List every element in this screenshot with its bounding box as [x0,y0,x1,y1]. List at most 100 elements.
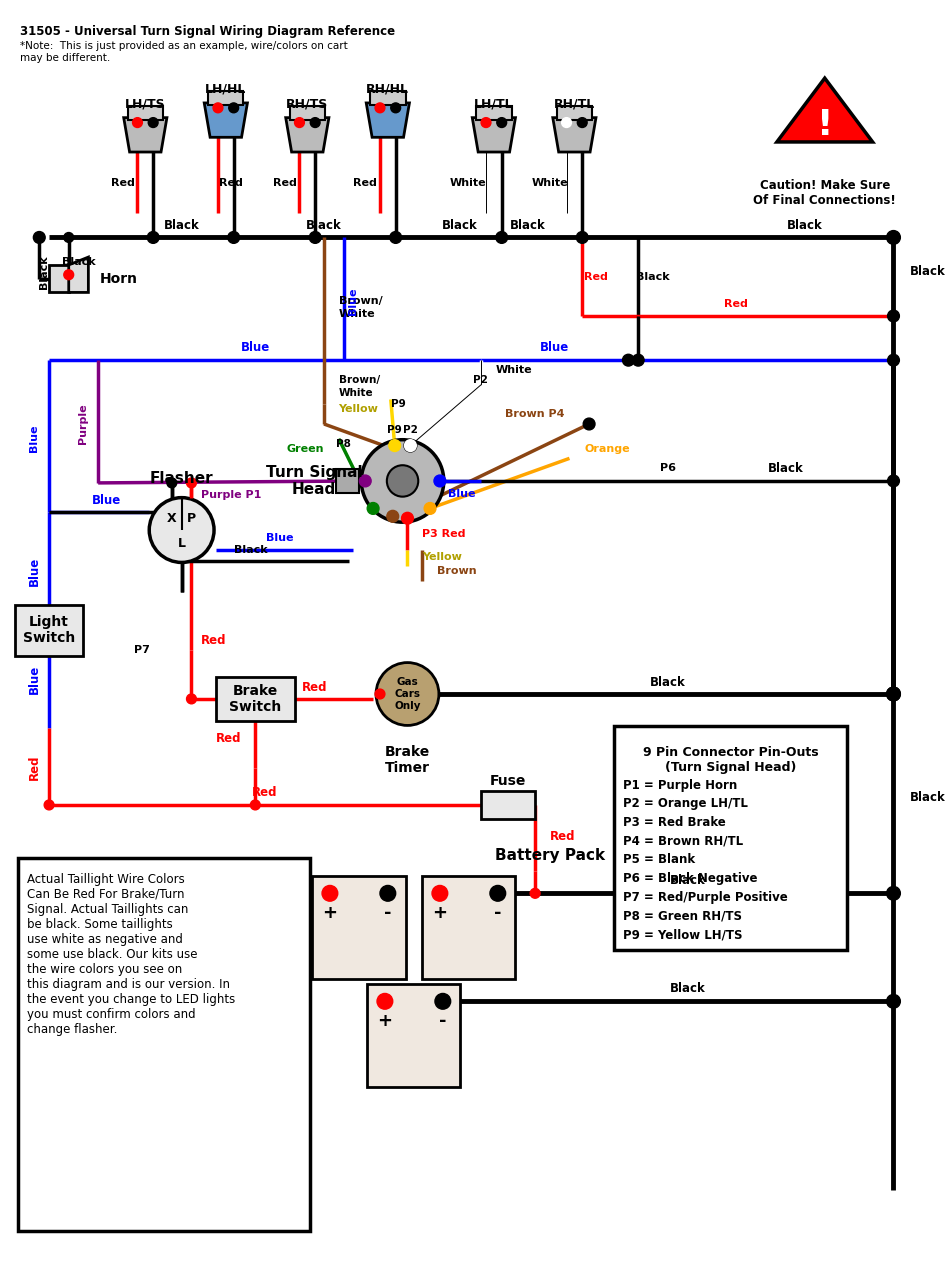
Text: P: P [187,512,196,525]
Text: White: White [496,365,533,375]
Circle shape [359,475,371,486]
Text: Black: Black [164,219,199,232]
Polygon shape [123,118,167,152]
Text: RH/TL: RH/TL [554,97,595,110]
Text: Red: Red [301,681,327,694]
Polygon shape [285,118,329,152]
Text: Red: Red [550,829,575,842]
Circle shape [33,232,46,243]
Bar [422,876,516,979]
Circle shape [147,232,159,243]
Text: P8: P8 [336,439,351,448]
Text: Orange: Orange [584,444,629,453]
Circle shape [576,232,588,243]
Text: P9 = Yellow LH/TS: P9 = Yellow LH/TS [624,928,743,941]
Circle shape [886,687,901,701]
Text: Red: Red [724,300,748,310]
Text: Fuse: Fuse [489,774,526,788]
Text: Yellow: Yellow [338,404,378,415]
Text: Red: Red [111,178,135,188]
Text: Red: Red [252,786,278,799]
Circle shape [405,440,416,452]
Bar [481,791,535,819]
Circle shape [886,887,901,900]
Circle shape [367,503,379,515]
Text: Flasher: Flasher [150,471,213,486]
Circle shape [632,355,644,366]
Bar [49,265,68,292]
Text: Black: Black [669,982,705,995]
Text: P7: P7 [135,645,151,655]
Circle shape [577,118,587,128]
Text: -: - [494,904,501,922]
Circle shape [424,503,436,515]
Text: P2: P2 [403,425,418,435]
Text: White: White [338,308,375,319]
Text: Red: Red [584,271,608,282]
Bar [613,727,848,950]
Circle shape [387,511,398,522]
Text: P4 = Brown RH/TL: P4 = Brown RH/TL [624,835,743,847]
Circle shape [228,232,240,243]
Polygon shape [553,118,596,152]
Circle shape [309,232,321,243]
Text: Black: Black [442,219,478,232]
Circle shape [187,477,196,488]
Text: Black: Black [910,265,946,278]
Text: -: - [384,904,392,922]
Text: Brown P4: Brown P4 [505,410,565,419]
Circle shape [406,440,415,451]
Text: P8 = Green RH/TS: P8 = Green RH/TS [624,909,742,923]
Text: Black: Black [787,219,823,232]
Circle shape [376,663,439,726]
Text: Black: Black [510,219,546,232]
Circle shape [389,440,401,452]
Text: Caution! Make Sure
Of Final Connections!: Caution! Make Sure Of Final Connections! [754,178,896,206]
Circle shape [149,498,214,562]
Text: Blue: Blue [540,340,570,353]
Text: LH/HL: LH/HL [205,83,246,96]
Circle shape [387,465,418,497]
Text: Light
Switch: Light Switch [23,616,75,645]
Text: White: White [338,388,374,398]
Text: P9: P9 [388,425,402,435]
Circle shape [64,270,74,279]
Text: Blue: Blue [29,425,40,452]
Text: -: - [439,1012,447,1030]
Bar [18,858,310,1231]
Circle shape [361,440,444,522]
Circle shape [187,694,196,704]
Circle shape [530,888,540,899]
Circle shape [310,118,320,128]
Text: Brake
Timer: Brake Timer [385,745,430,776]
Bar [336,470,359,493]
Circle shape [432,886,447,901]
Text: P3 Red: P3 Red [422,529,465,539]
Text: Blue: Blue [91,494,120,507]
Circle shape [497,118,506,128]
Circle shape [380,886,395,901]
Text: Black: Black [39,255,49,288]
Text: White: White [450,178,486,188]
Circle shape [45,800,54,810]
Text: P3 = Red Brake: P3 = Red Brake [624,817,726,829]
Text: P1 = Purple Horn: P1 = Purple Horn [624,778,738,792]
Circle shape [402,512,413,524]
Text: Actual Taillight Wire Colors
Can Be Red For Brake/Turn
Signal. Actual Taillights: Actual Taillight Wire Colors Can Be Red … [27,873,236,1036]
Text: P6: P6 [660,463,676,474]
Circle shape [887,310,900,321]
Text: Black: Black [768,462,803,475]
Text: Battery Pack: Battery Pack [495,847,605,863]
Circle shape [391,102,401,113]
Text: Purple: Purple [79,403,88,444]
Circle shape [887,355,900,366]
Bar [15,604,83,655]
Text: P2: P2 [473,375,488,385]
Text: 31505 - Universal Turn Signal Wiring Diagram Reference: 31505 - Universal Turn Signal Wiring Dia… [20,26,394,38]
Bar [370,91,406,105]
Text: 9 Pin Connector Pin-Outs
(Turn Signal Head): 9 Pin Connector Pin-Outs (Turn Signal He… [643,746,818,774]
Circle shape [377,993,392,1009]
Text: Black: Black [62,257,96,268]
Circle shape [148,118,158,128]
Text: Blue: Blue [447,489,475,499]
